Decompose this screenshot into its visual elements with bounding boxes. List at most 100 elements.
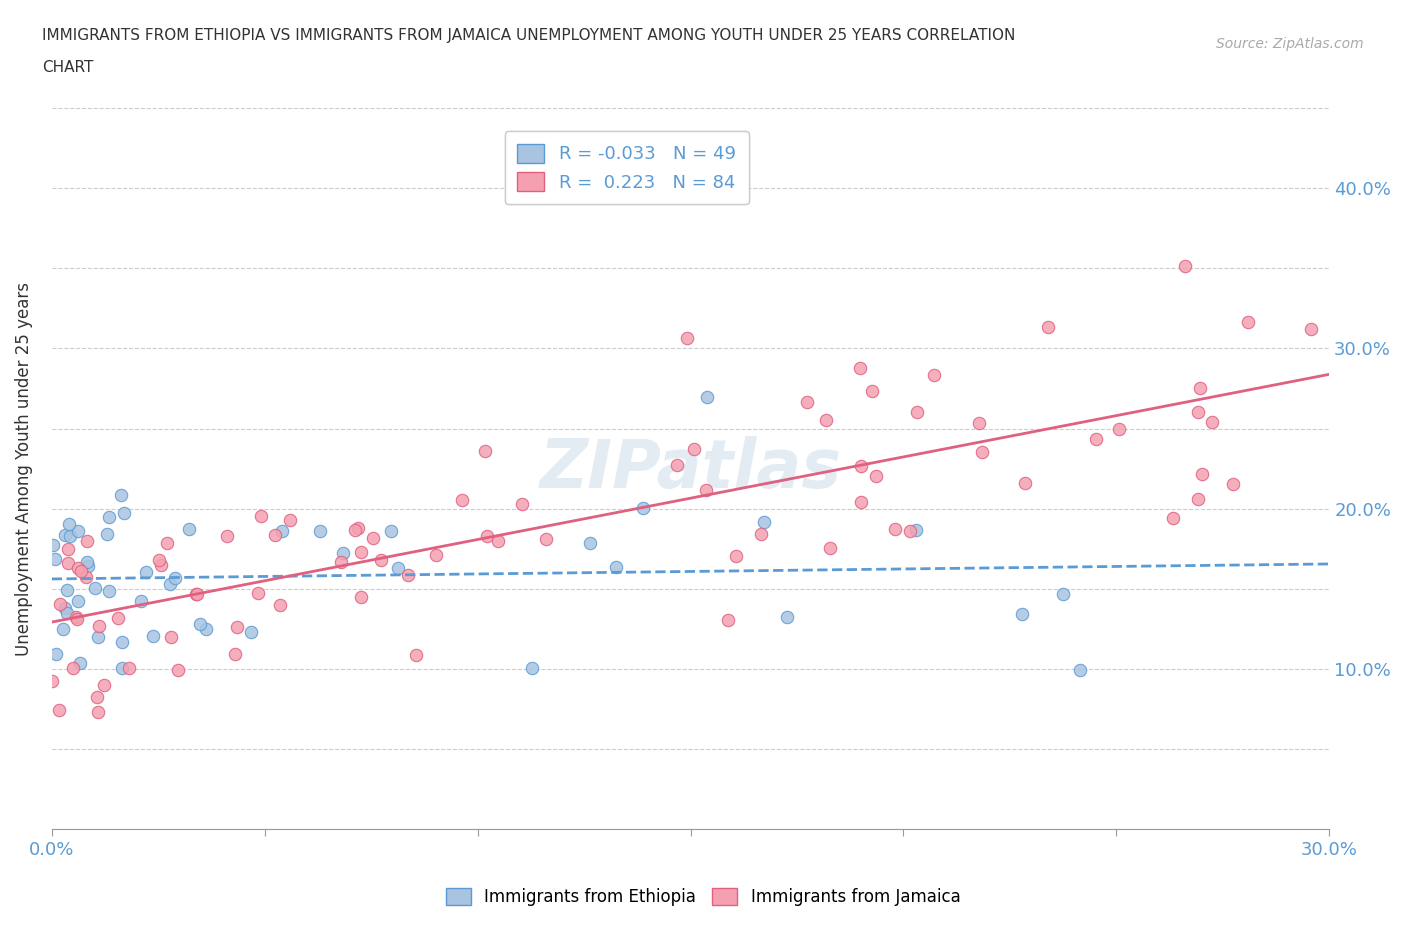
Point: [405, 647, 427, 662]
Point: [225, 619, 247, 634]
Point: [75, 569, 97, 584]
Point: [49, 597, 72, 612]
Point: [725, 549, 748, 564]
Y-axis label: Unemployment Among Youth under 25 years: Unemployment Among Youth under 25 years: [15, 282, 32, 656]
Point: [676, 330, 699, 345]
Point: [41, 673, 63, 688]
Point: [754, 514, 776, 529]
Point: [62, 660, 84, 675]
Point: [350, 544, 373, 559]
Point: [66, 611, 89, 626]
Point: [224, 646, 246, 661]
Point: [194, 622, 217, 637]
Point: [1201, 415, 1223, 430]
Point: [67, 560, 90, 575]
Point: [67, 524, 90, 538]
Point: [1084, 432, 1107, 446]
Point: [56, 605, 79, 620]
Point: [1108, 421, 1130, 436]
Point: [1188, 381, 1211, 396]
Point: [309, 525, 332, 539]
Point: [849, 458, 872, 473]
Point: [59, 528, 82, 543]
Point: [474, 444, 496, 458]
Text: IMMIGRANTS FROM ETHIOPIA VS IMMIGRANTS FROM JAMAICA UNEMPLOYMENT AMONG YOUTH UND: IMMIGRANTS FROM ETHIOPIA VS IMMIGRANTS F…: [42, 28, 1015, 43]
Point: [717, 613, 740, 628]
Point: [148, 552, 170, 567]
Point: [1069, 663, 1091, 678]
Point: [1014, 475, 1036, 490]
Point: [522, 660, 544, 675]
Point: [1174, 259, 1197, 273]
Point: [110, 487, 132, 502]
Point: [42, 538, 65, 552]
Point: [84, 581, 107, 596]
Point: [883, 522, 905, 537]
Point: [350, 590, 373, 604]
Point: [97, 510, 120, 525]
Point: [135, 565, 157, 579]
Point: [166, 663, 188, 678]
Point: [363, 530, 385, 545]
Point: [605, 560, 627, 575]
Point: [53, 601, 76, 616]
Legend: Immigrants from Ethiopia, Immigrants from Jamaica: Immigrants from Ethiopia, Immigrants fro…: [439, 881, 967, 912]
Point: [967, 416, 990, 431]
Point: [695, 483, 717, 498]
Point: [1222, 477, 1244, 492]
Point: [87, 618, 110, 633]
Point: [107, 610, 129, 625]
Point: [111, 635, 134, 650]
Point: [815, 412, 838, 427]
Point: [278, 512, 301, 527]
Point: [112, 505, 135, 520]
Point: [177, 522, 200, 537]
Point: [820, 540, 842, 555]
Point: [633, 501, 655, 516]
Point: [76, 534, 98, 549]
Point: [118, 660, 141, 675]
Point: [425, 547, 447, 562]
Point: [65, 610, 87, 625]
Point: [332, 546, 354, 561]
Point: [111, 660, 134, 675]
Text: Source: ZipAtlas.com: Source: ZipAtlas.com: [1216, 37, 1364, 51]
Point: [53, 527, 76, 542]
Point: [905, 523, 928, 538]
Point: [1161, 511, 1184, 525]
Point: [749, 526, 772, 541]
Point: [510, 497, 533, 512]
Point: [247, 586, 270, 601]
Point: [250, 509, 273, 524]
Point: [142, 629, 165, 644]
Point: [93, 677, 115, 692]
Point: [1052, 587, 1074, 602]
Point: [796, 394, 818, 409]
Point: [1036, 320, 1059, 335]
Point: [865, 469, 887, 484]
Point: [76, 559, 98, 574]
Point: [239, 625, 262, 640]
Point: [97, 583, 120, 598]
Point: [263, 527, 285, 542]
Point: [477, 528, 499, 543]
Point: [1237, 315, 1260, 330]
Point: [69, 656, 91, 671]
Point: [149, 558, 172, 573]
Point: [76, 554, 98, 569]
Point: [56, 541, 79, 556]
Point: [52, 621, 75, 636]
Point: [900, 524, 922, 538]
Point: [159, 577, 181, 591]
Point: [58, 555, 80, 570]
Point: [190, 617, 212, 631]
Point: [666, 458, 689, 472]
Point: [396, 567, 419, 582]
Point: [56, 582, 79, 597]
Point: [370, 552, 392, 567]
Point: [48, 702, 70, 717]
Point: [87, 705, 110, 720]
Point: [578, 536, 600, 551]
Point: [1011, 606, 1033, 621]
Point: [69, 564, 91, 578]
